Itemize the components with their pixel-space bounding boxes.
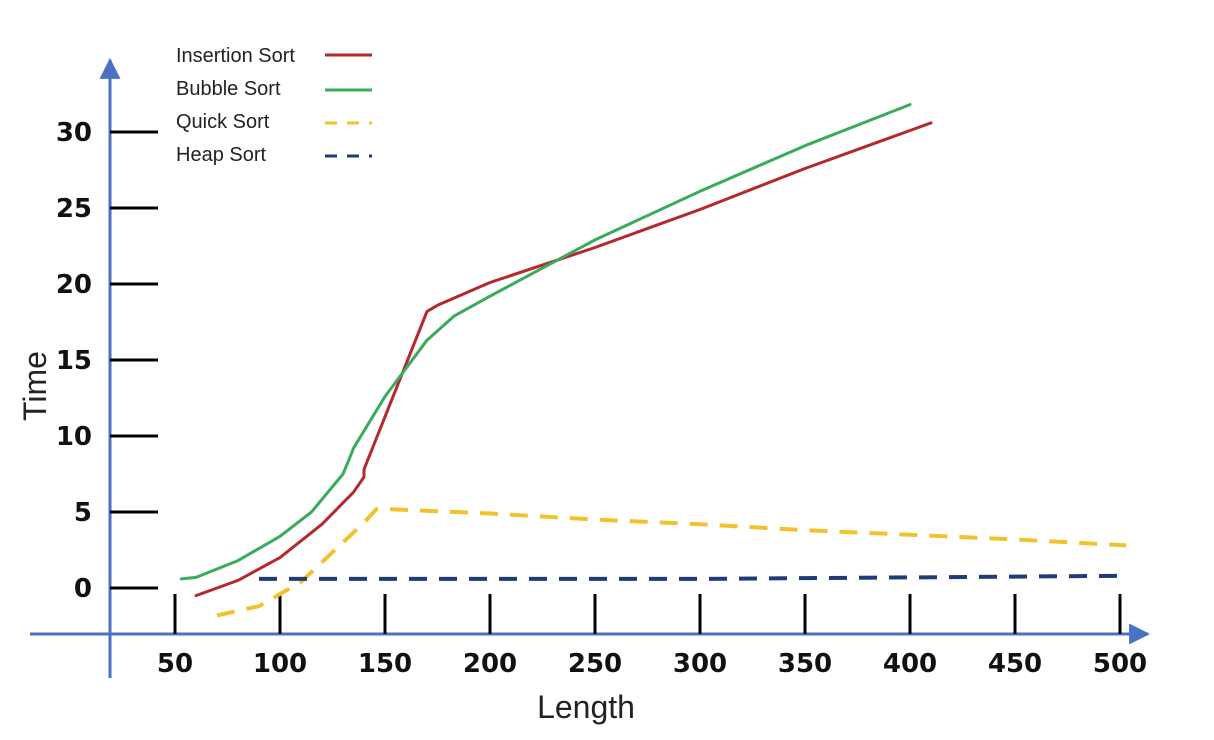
- x-axis-title: Length: [537, 689, 635, 725]
- x-tick-label: 300: [673, 649, 727, 679]
- legend: Insertion Sort Bubble Sort Quick Sort Heap …: [176, 45, 372, 166]
- legend-label: Quick Sort: [176, 111, 270, 133]
- x-tick-label: 250: [568, 649, 622, 679]
- legend-label: Bubble Sort: [176, 78, 281, 100]
- x-tick-label: 400: [883, 649, 937, 679]
- x-tick-label: 500: [1093, 649, 1147, 679]
- x-tick-label: 100: [253, 649, 307, 679]
- legend-label: Insertion Sort: [176, 45, 295, 67]
- x-tick-label: 150: [358, 649, 412, 679]
- x-tick-label: 200: [463, 649, 517, 679]
- series-line-bubble-sort: [179, 103, 912, 581]
- x-tick-group: 50 100 150 200 250 300 350 400 450 500: [157, 594, 1147, 679]
- x-tick-label: 350: [778, 649, 832, 679]
- y-axis-title: Time: [17, 351, 53, 421]
- y-tick-label: 15: [56, 346, 92, 376]
- y-tick-label: 30: [56, 118, 92, 148]
- series-line-quick-sort: [216, 507, 1127, 618]
- legend-label: Heap Sort: [176, 144, 266, 166]
- x-tick-label: 450: [988, 649, 1042, 679]
- series-line-insertion-sort: [194, 121, 933, 598]
- y-tick-label: 25: [56, 194, 92, 224]
- series-group: [179, 103, 1127, 618]
- y-tick-label: 10: [56, 422, 92, 452]
- y-tick-label: 5: [74, 498, 92, 528]
- series-line-heap-sort: [259, 573, 1121, 581]
- y-tick-group: 0 5 10 15 20 25 30: [56, 118, 158, 604]
- y-tick-label: 20: [56, 270, 92, 300]
- x-tick-label: 50: [157, 649, 193, 679]
- y-tick-label: 0: [74, 574, 92, 604]
